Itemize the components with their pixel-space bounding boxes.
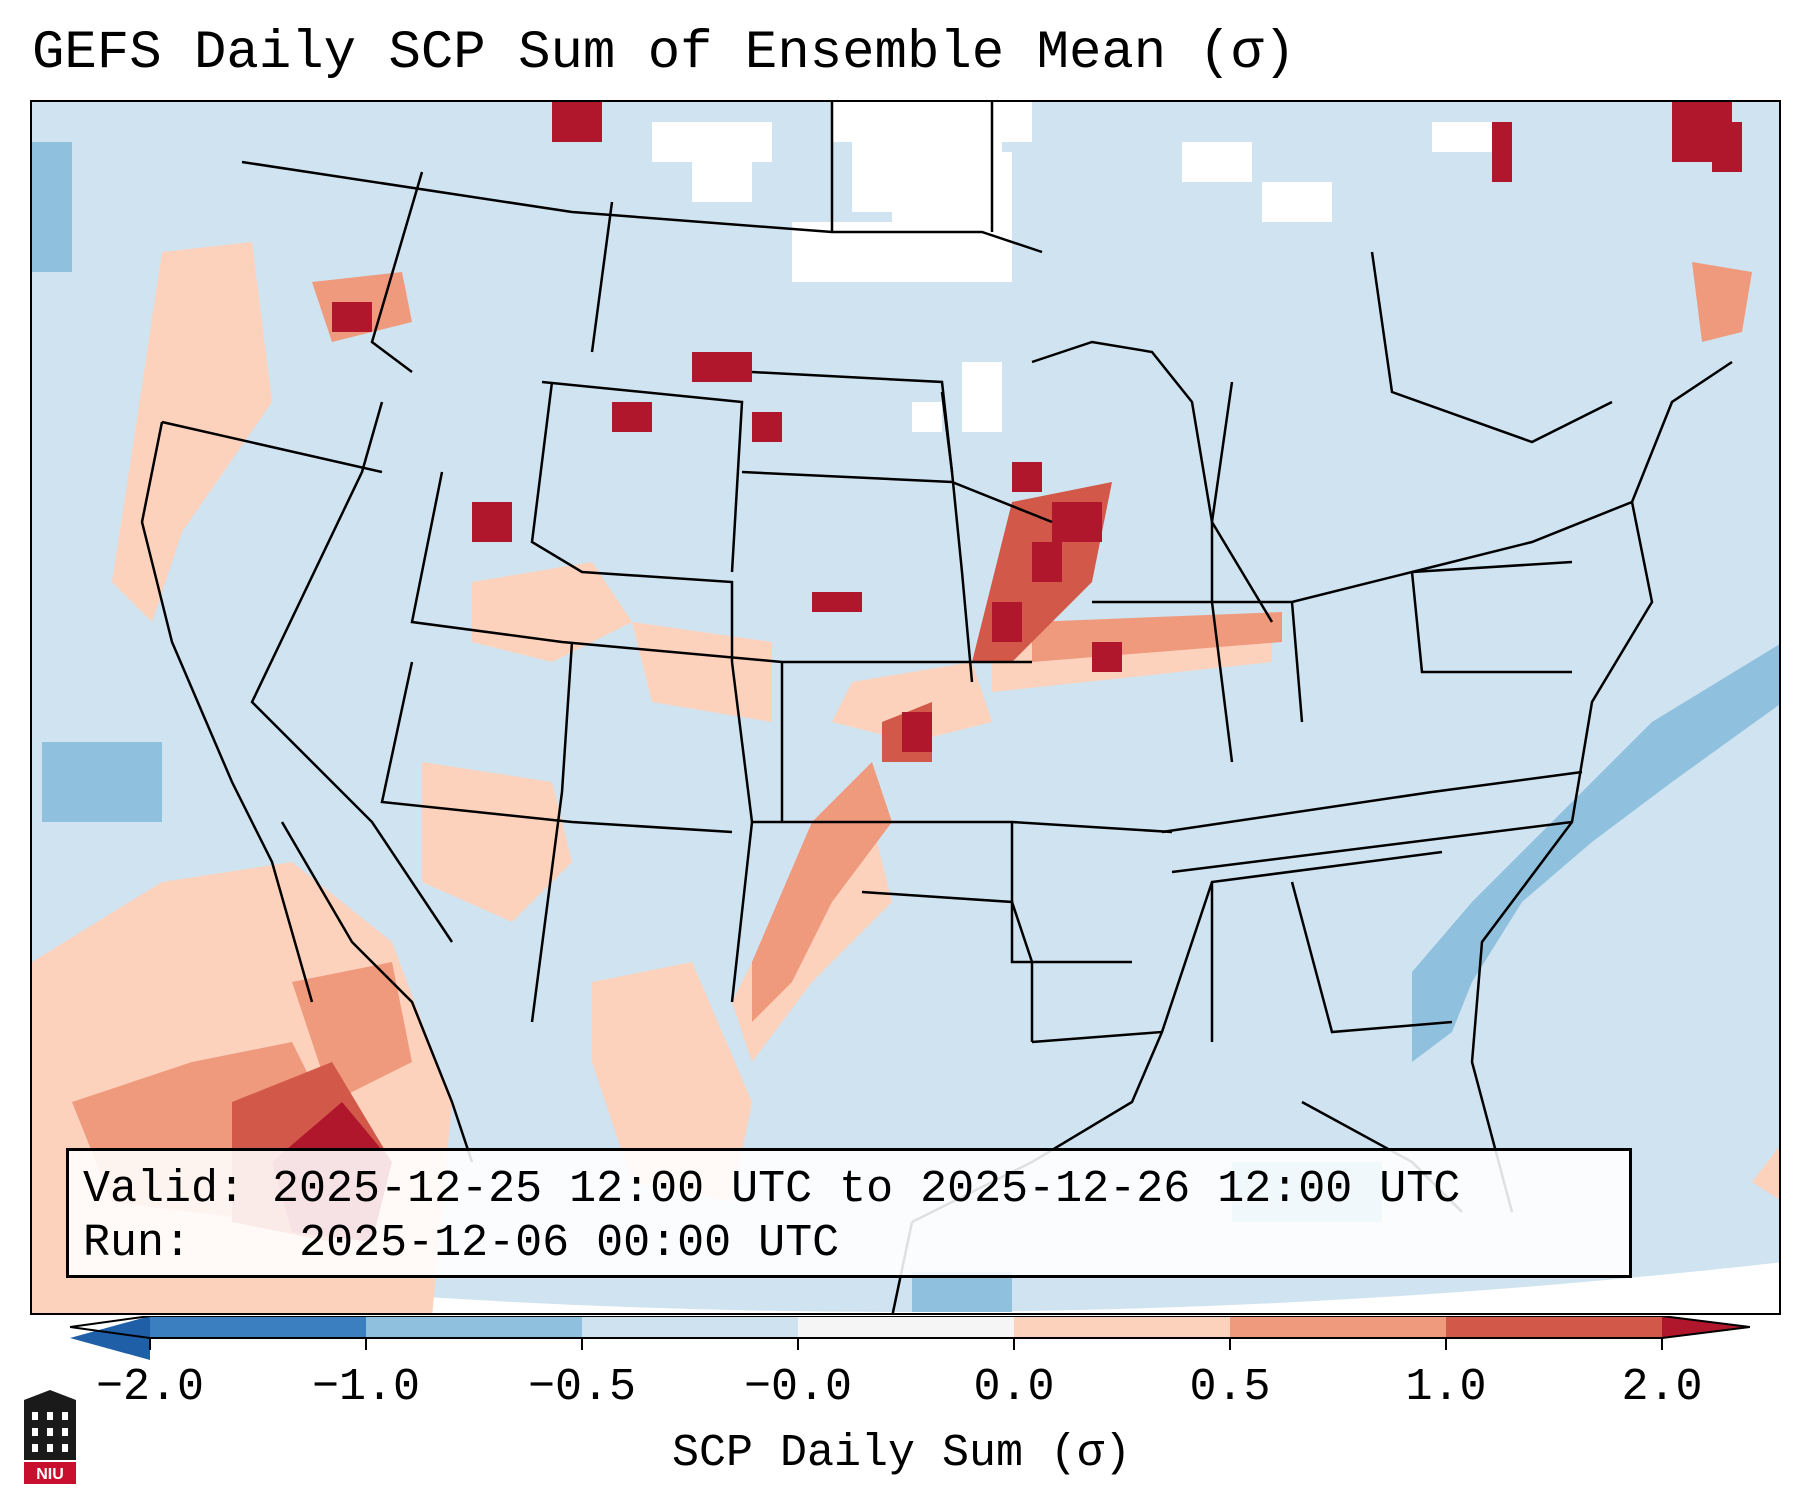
colorbar-tick: −0.0	[743, 1362, 853, 1413]
colorbar-extend-low	[70, 1316, 150, 1338]
university-seal-icon: NIU	[24, 1390, 76, 1484]
state-boundaries	[140, 102, 1733, 1313]
colorbar-tick: −0.5	[527, 1362, 637, 1413]
colorbar-segment	[366, 1316, 582, 1338]
valid-run-box: Valid: 2025-12-25 12:00 UTC to 2025-12-2…	[66, 1148, 1632, 1278]
colorbar-tick: 0.5	[1189, 1362, 1271, 1413]
valid-label: Valid:	[83, 1164, 246, 1215]
colorbar-tick: 0.0	[973, 1362, 1055, 1413]
colorbar-tick: 1.0	[1405, 1362, 1487, 1413]
map-panel	[30, 100, 1781, 1315]
colorbar-segment	[1446, 1316, 1662, 1338]
colorbar-segment	[798, 1316, 1014, 1338]
colorbar-extend-high	[1662, 1316, 1750, 1338]
colorbar-label: SCP Daily Sum (σ)	[671, 1428, 1132, 1479]
projection-edge	[32, 1262, 1779, 1313]
logo-text: NIU	[36, 1466, 64, 1483]
colorbar	[70, 1316, 1750, 1360]
colorbar-segment	[150, 1316, 366, 1338]
scp-map	[32, 102, 1779, 1313]
run-value: 2025-12-06 00:00 UTC	[299, 1218, 840, 1269]
colorbar-tick: −2.0	[95, 1362, 205, 1413]
page-title: GEFS Daily SCP Sum of Ensemble Mean (σ)	[32, 23, 1296, 84]
colorbar-tick: −1.0	[311, 1362, 421, 1413]
colorbar-segment	[1230, 1316, 1446, 1338]
colorbar-segment	[1014, 1316, 1230, 1338]
run-label: Run:	[83, 1218, 192, 1269]
colorbar-tick: 2.0	[1621, 1362, 1703, 1413]
valid-value: 2025-12-25 12:00 UTC to 2025-12-26 12:00…	[272, 1164, 1461, 1215]
colorbar-segment	[582, 1316, 798, 1338]
